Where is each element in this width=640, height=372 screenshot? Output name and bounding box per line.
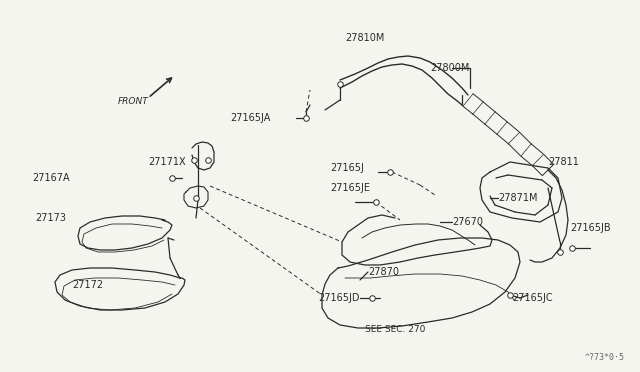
Text: 27810M: 27810M (345, 33, 385, 43)
Text: 27165JC: 27165JC (512, 293, 552, 303)
Text: 27173: 27173 (35, 213, 66, 223)
Text: 27171X: 27171X (148, 157, 186, 167)
Text: 27811: 27811 (548, 157, 579, 167)
Text: 27165JB: 27165JB (570, 223, 611, 233)
Text: SEE SEC. 270: SEE SEC. 270 (365, 326, 425, 334)
Text: 27165JA: 27165JA (230, 113, 270, 123)
Text: 27165JD: 27165JD (318, 293, 360, 303)
Text: 27165JE: 27165JE (330, 183, 370, 193)
Text: 27871M: 27871M (498, 193, 538, 203)
Text: 27167A: 27167A (32, 173, 70, 183)
Text: 27172: 27172 (72, 280, 103, 290)
Text: FRONT: FRONT (118, 97, 148, 106)
Text: ^?73*0·5: ^?73*0·5 (585, 353, 625, 362)
Text: 27165J: 27165J (330, 163, 364, 173)
Text: 27870: 27870 (368, 267, 399, 277)
Text: 27670: 27670 (452, 217, 483, 227)
Text: 27800M: 27800M (430, 63, 469, 73)
